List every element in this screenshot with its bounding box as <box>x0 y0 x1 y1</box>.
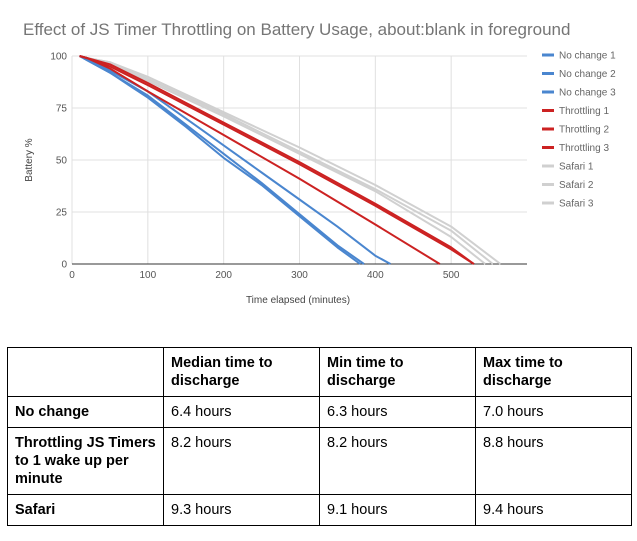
row-label: Throttling JS Timers to 1 wake up per mi… <box>7 427 164 495</box>
x-axis-label: Time elapsed (minutes) <box>246 295 350 306</box>
series-line <box>79 55 475 265</box>
x-tick-label: 200 <box>215 270 232 281</box>
legend-label: Safari 2 <box>559 180 594 191</box>
discharge-time-table: Median time to discharge Min time to dis… <box>7 347 632 526</box>
y-tick-label: 25 <box>56 208 68 219</box>
table-row: Throttling JS Timers to 1 wake up per mi… <box>7 427 632 495</box>
x-tick-label: 400 <box>367 270 384 281</box>
legend-label: No change 3 <box>559 88 616 99</box>
row-label: No change <box>7 396 164 428</box>
legend-label: Throttling 2 <box>559 125 609 136</box>
grid-lines <box>71 55 527 264</box>
table-row: Safari 9.3 hours 9.1 hours 9.4 hours <box>7 494 632 526</box>
table-header-cell <box>7 347 164 397</box>
legend-label: Throttling 3 <box>559 143 609 154</box>
table-header-cell: Max time to discharge <box>475 347 632 397</box>
legend-label: Safari 3 <box>559 199 594 210</box>
y-tick-label: 50 <box>56 156 68 167</box>
table-cell: 9.1 hours <box>319 494 476 526</box>
table-header-cell: Min time to discharge <box>319 347 476 397</box>
table-cell: 9.4 hours <box>475 494 632 526</box>
table-cell: 6.3 hours <box>319 396 476 428</box>
x-tick-label: 500 <box>443 270 460 281</box>
y-tick-label: 0 <box>61 260 67 271</box>
legend-label: No change 1 <box>559 51 616 62</box>
legend: No change 1 No change 2 No change 3 Throttl… <box>542 51 616 210</box>
legend-label: Throttling 1 <box>559 106 609 117</box>
table-cell: 8.8 hours <box>475 427 632 495</box>
table-cell: 6.4 hours <box>163 396 320 428</box>
series-line <box>79 55 391 265</box>
legend-label: Safari 1 <box>559 162 594 173</box>
y-axis-label: Battery % <box>24 138 35 181</box>
axes: 0 25 50 75 100 0 100 200 300 400 500 <box>50 52 527 281</box>
table-cell: 8.2 hours <box>163 427 320 495</box>
legend-label: No change 2 <box>559 69 616 80</box>
table-row: No change 6.4 hours 6.3 hours 7.0 hours <box>7 396 632 428</box>
table-header-cell: Median time to discharge <box>163 347 320 397</box>
series-line <box>79 55 365 265</box>
y-tick-label: 100 <box>50 52 67 63</box>
chart-title: Effect of JS Timer Throttling on Battery… <box>23 20 571 39</box>
x-tick-label: 300 <box>291 270 308 281</box>
table-cell: 7.0 hours <box>475 396 632 428</box>
x-tick-label: 100 <box>139 270 156 281</box>
table-header-row: Median time to discharge Min time to dis… <box>7 347 632 397</box>
row-label: Safari <box>7 494 164 526</box>
x-tick-label: 0 <box>69 270 75 281</box>
table-cell: 9.3 hours <box>163 494 320 526</box>
y-tick-label: 75 <box>56 104 68 115</box>
series-lines <box>79 55 502 265</box>
table-cell: 8.2 hours <box>319 427 476 495</box>
